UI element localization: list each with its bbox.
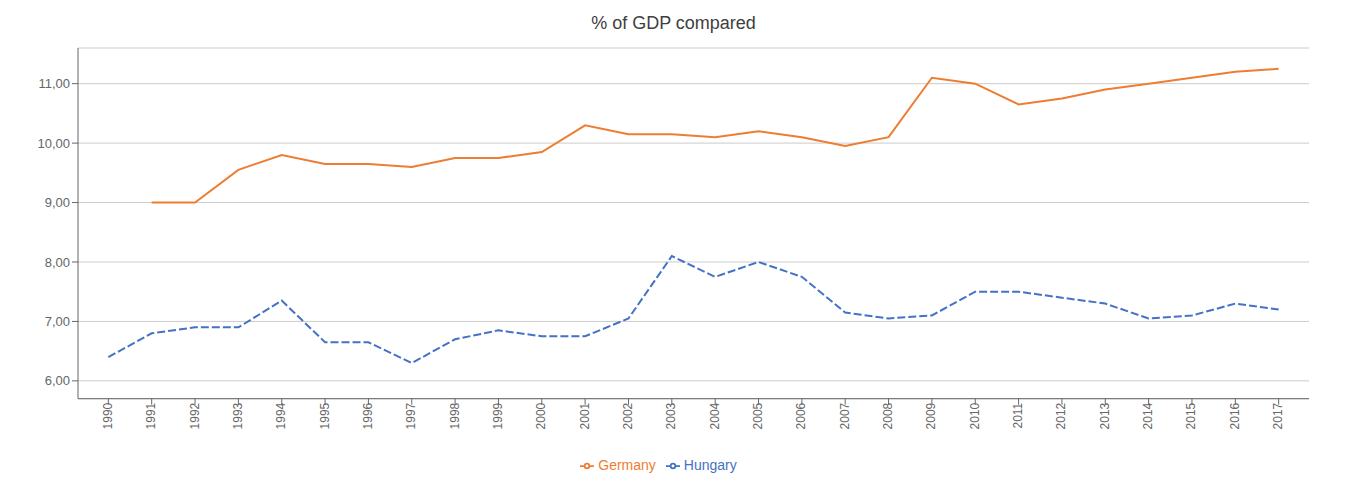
svg-text:1991: 1991 — [144, 402, 158, 429]
svg-text:2006: 2006 — [794, 402, 808, 429]
svg-text:2005: 2005 — [751, 402, 765, 429]
svg-text:2017: 2017 — [1271, 402, 1285, 429]
svg-text:2008: 2008 — [881, 402, 895, 429]
svg-text:2001: 2001 — [578, 402, 592, 429]
svg-text:2014: 2014 — [1141, 402, 1155, 429]
svg-text:1990: 1990 — [101, 402, 115, 429]
svg-text:1996: 1996 — [361, 402, 375, 429]
svg-text:2012: 2012 — [1054, 402, 1068, 429]
svg-text:2004: 2004 — [708, 402, 722, 429]
svg-text:1993: 1993 — [231, 402, 245, 429]
svg-text:9,00: 9,00 — [45, 195, 70, 210]
svg-text:1999: 1999 — [491, 402, 505, 429]
svg-text:1997: 1997 — [404, 402, 418, 429]
html-text:% of GDP compared: % of GDP compared — [591, 13, 756, 33]
svg-text:7,00: 7,00 — [45, 314, 70, 329]
svg-text:2010: 2010 — [968, 402, 982, 429]
svg-text:2015: 2015 — [1184, 402, 1198, 429]
svg-text:6,00: 6,00 — [45, 373, 70, 388]
html-text:Germany: Germany — [598, 456, 656, 473]
svg-text:2003: 2003 — [664, 402, 678, 429]
svg-text:10,00: 10,00 — [37, 136, 70, 151]
svg-text:2013: 2013 — [1098, 402, 1112, 429]
svg-text:1994: 1994 — [274, 402, 288, 429]
html-text:Hungary: Hungary — [683, 456, 737, 473]
svg-text:8,00: 8,00 — [45, 255, 70, 270]
svg-text:1995: 1995 — [318, 402, 332, 429]
svg-text:11,00: 11,00 — [38, 76, 70, 91]
svg-text:2002: 2002 — [621, 402, 635, 429]
svg-text:1992: 1992 — [188, 402, 202, 429]
svg-text:1998: 1998 — [448, 402, 462, 429]
svg-text:2007: 2007 — [838, 402, 852, 429]
svg-text:2011: 2011 — [1011, 402, 1025, 428]
svg-text:2009: 2009 — [924, 402, 938, 429]
svg-text:2016: 2016 — [1228, 402, 1242, 429]
svg-text:2000: 2000 — [534, 402, 548, 429]
